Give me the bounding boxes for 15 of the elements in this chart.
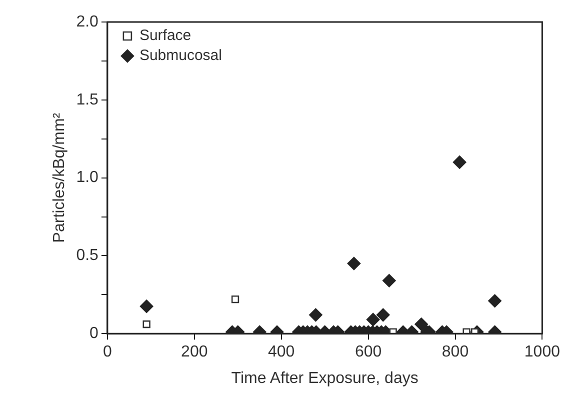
x-axis-title: Time After Exposure, days [231,370,418,387]
legend-label: Submucosal [139,47,222,64]
x-tick-label: 0 [102,344,112,361]
y-tick-label: 2.0 [76,13,99,30]
x-tick-label: 200 [181,344,208,361]
legend-label: Surface [139,27,192,44]
x-tick-label: 600 [354,344,382,361]
x-tick-label: 1000 [524,344,560,361]
y-tick-label: 0 [90,325,99,342]
y-tick-label: 1.0 [76,169,99,186]
y-axis-title: Particles/kBq/mm² [51,112,68,243]
x-tick-label: 400 [268,344,295,361]
y-tick-label: 1.5 [76,91,99,108]
y-tick-label: 0.5 [76,247,99,264]
x-tick-label: 800 [442,344,469,361]
